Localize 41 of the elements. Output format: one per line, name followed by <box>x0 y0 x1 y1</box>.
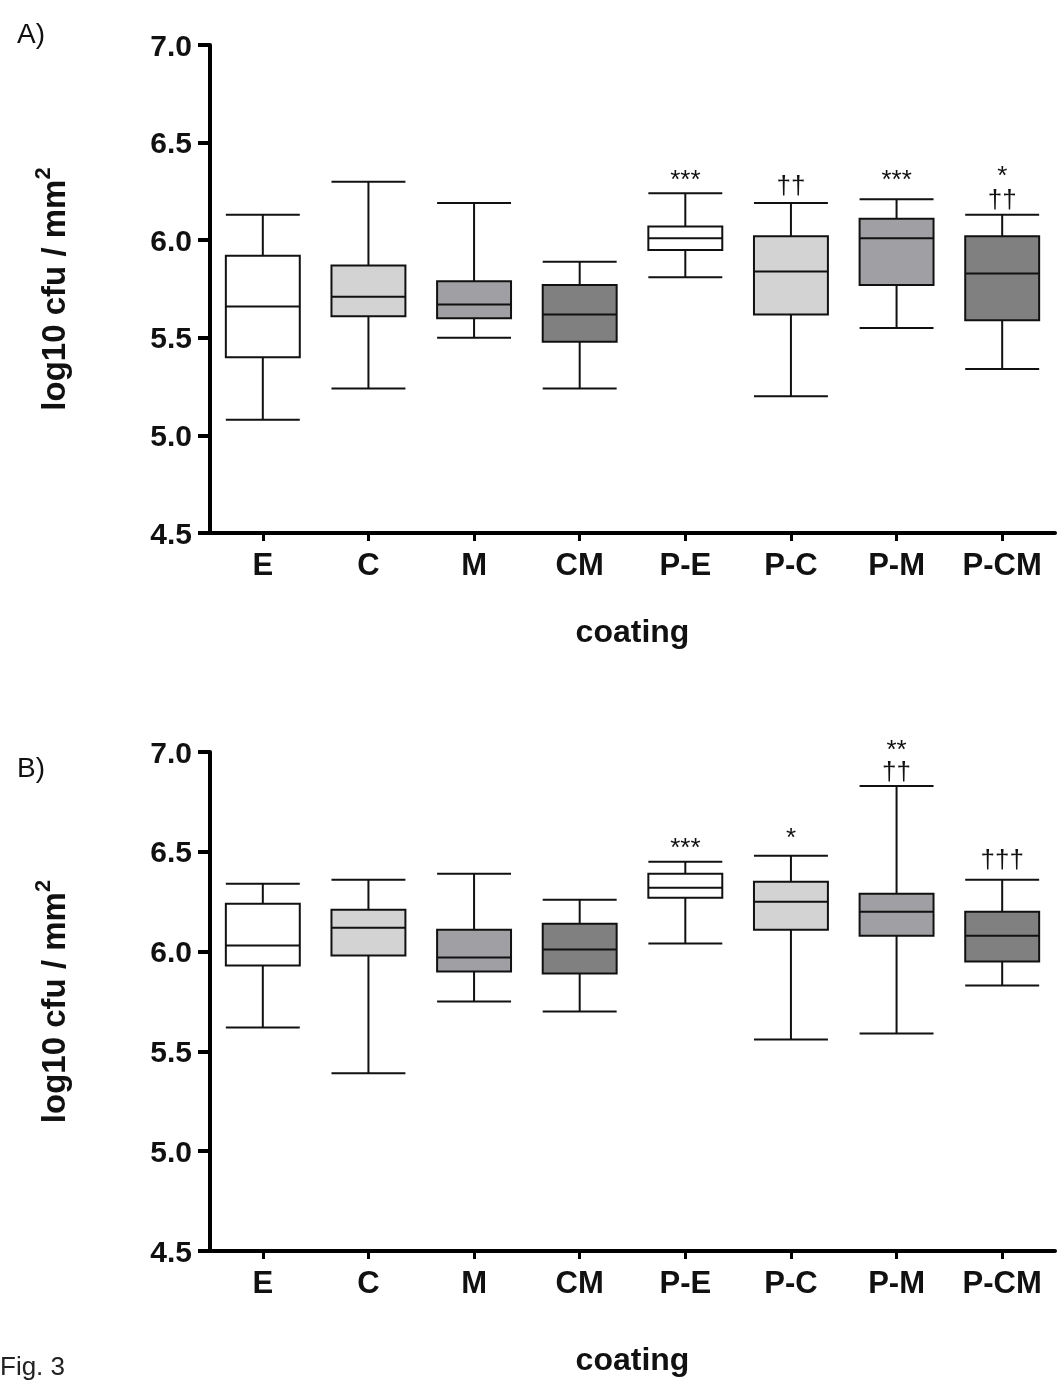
x-tick-label: P-CM <box>962 547 1042 582</box>
x-tick-label: P-M <box>868 1265 925 1300</box>
x-tick-label: C <box>357 1265 380 1300</box>
y-tick-label: 6.0 <box>150 935 192 969</box>
y-tick-label: 5.0 <box>150 1134 192 1168</box>
x-tick-label: P-E <box>659 547 712 582</box>
x-tick-label: P-M <box>868 547 925 582</box>
x-tick-label: M <box>461 547 487 582</box>
x-axis-title: coating <box>575 1341 690 1377</box>
y-axis-title: log10 cfu / mm2 <box>29 879 72 1124</box>
annotation: * <box>785 822 796 852</box>
y-tick-label: 4.5 <box>150 1234 192 1268</box>
y-tick-label: 4.5 <box>150 516 192 550</box>
y-tick-label: 5.0 <box>150 418 192 452</box>
x-axis-title: coating <box>575 613 690 649</box>
y-axis-title: log10 cfu / mm2 <box>29 167 72 411</box>
y-tick-label: 6.5 <box>150 126 192 160</box>
x-tick-label: P-CM <box>962 1265 1042 1300</box>
annotation: ††† <box>980 844 1024 874</box>
y-tick-label: 7.0 <box>150 735 192 769</box>
x-tick-label: CM <box>555 1265 604 1300</box>
x-tick-label: M <box>461 1265 487 1300</box>
caption: Fig. 3 <box>0 1351 66 1381</box>
y-tick-label: 5.5 <box>150 1034 192 1068</box>
y-tick-label: 6.5 <box>150 835 192 869</box>
annotation: *** <box>670 832 701 862</box>
annotation: †† <box>776 170 806 200</box>
annotation: *** <box>881 164 912 194</box>
x-tick-label: C <box>357 547 380 582</box>
y-tick-label: 7.0 <box>150 28 192 62</box>
x-tick-label: E <box>252 1265 274 1300</box>
chart-title: A) <box>17 17 45 49</box>
y-tick-label: 6.0 <box>150 223 192 257</box>
x-tick-label: CM <box>555 547 604 582</box>
y-tick-label: 5.5 <box>150 321 192 355</box>
x-tick-label: E <box>252 547 274 582</box>
x-tick-label: P-E <box>659 1265 712 1300</box>
annotation: *** <box>670 164 701 194</box>
x-tick-label: P-C <box>764 1265 818 1300</box>
chart-title: B) <box>17 751 45 783</box>
x-tick-label: P-C <box>764 547 818 582</box>
